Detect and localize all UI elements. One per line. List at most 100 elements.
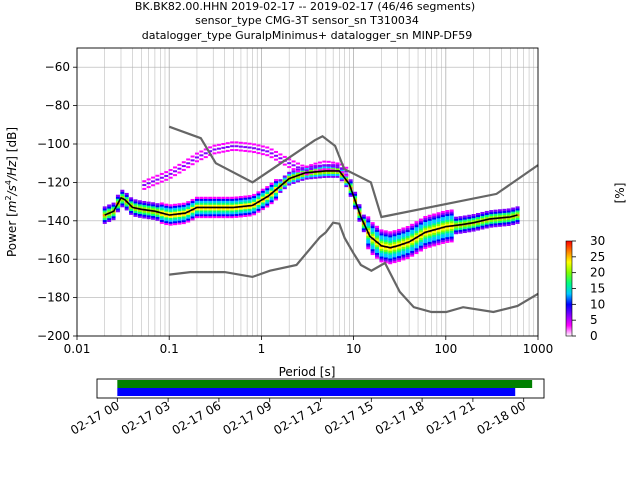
density-cell [401,244,406,247]
density-cell [120,201,125,204]
density-cell [401,250,406,253]
density-cell [225,210,230,213]
density-cell [309,165,314,168]
density-cell [291,172,296,175]
density-cell [212,214,217,217]
colorbar-tick-label: 10 [590,297,605,311]
density-cell [370,245,375,248]
density-cell [260,205,265,209]
y-label-part: Hz [5,160,19,176]
density-cell [366,239,371,242]
density-cell [383,238,388,241]
density-cell [278,186,283,190]
density-cell [177,208,182,212]
density-cell [230,204,235,207]
density-cell [410,223,415,226]
density-cell [146,186,151,189]
density-cell [137,200,142,203]
density-cell [379,256,384,259]
density-cell [142,212,147,215]
density-cell [177,163,182,166]
x-tick-label: 10 [346,342,361,356]
density-cell [418,224,423,227]
density-cell [414,221,419,224]
density-cell [366,222,371,225]
density-cell [484,226,489,229]
density-cell [243,142,248,145]
density-cell [414,251,419,255]
density-cell [423,223,428,226]
density-cell [164,178,169,181]
density-cell [396,250,401,253]
density-cell [260,207,265,211]
coverage-bar [117,380,533,388]
density-cell [423,215,428,219]
density-cell [146,178,151,181]
density-cell [137,213,142,216]
density-cell [449,213,454,216]
density-cell [181,204,186,207]
density-cell [208,198,213,201]
density-cell [506,214,511,217]
density-cell [427,237,432,240]
density-cell [151,180,156,183]
y-tick-label: −100 [37,137,70,151]
density-cell [423,219,428,223]
density-cell [423,229,428,232]
density-cell [252,211,257,214]
density-cell [107,214,112,217]
density-cell [436,225,441,228]
density-cell [388,242,393,246]
density-cell [133,205,138,208]
density-cell [243,149,248,152]
colorbar-tick-label: 0 [590,329,598,343]
density-cell [445,217,450,220]
density-cell [177,203,182,206]
density-cell [186,206,191,210]
density-cell [383,247,388,250]
density-cell [234,209,239,213]
density-cell [146,182,151,185]
x-tick-label: 0.1 [160,342,179,356]
density-cell [515,206,520,209]
density-cell [458,231,463,234]
density-cell [168,215,173,218]
density-cell [331,165,336,168]
density-cell [216,210,221,213]
density-cell [124,198,129,201]
density-cell [260,196,265,199]
density-cell [379,233,384,236]
density-cell [190,204,195,207]
density-cell [252,193,257,197]
density-cell [107,208,112,211]
density-cell [151,204,156,207]
density-cell [375,250,380,253]
density-cell [410,235,415,238]
density-cell [151,211,156,215]
density-cell [511,207,516,210]
density-cell [449,236,454,239]
density-cell [388,235,393,238]
density-cell [181,210,186,213]
density-cell [405,229,410,233]
density-cell [401,248,406,251]
density-cell [256,206,261,209]
density-cell [164,209,169,212]
y-label-part: s [5,185,19,191]
density-cell [256,210,261,213]
density-cell [177,222,182,225]
density-cell [234,207,239,211]
density-cell [274,150,279,153]
density-cell [375,248,380,252]
density-cell [375,244,380,248]
density-cell [370,252,375,256]
density-cell [120,193,125,196]
density-cell [142,202,147,206]
density-cell [436,218,441,221]
density-cell [348,190,353,194]
density-cell [440,232,445,235]
density-cell [383,251,388,254]
density-cell [186,220,191,223]
density-cell [493,221,498,224]
